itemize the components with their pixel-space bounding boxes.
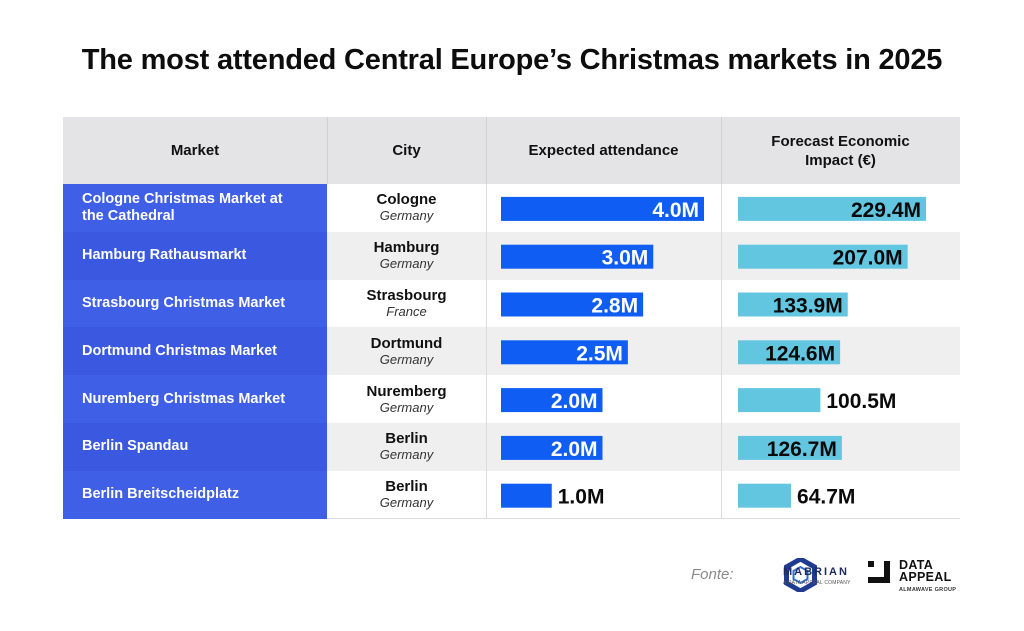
- market-name: Dortmund Christmas Market: [63, 327, 327, 376]
- impact-label: 229.4M: [851, 199, 921, 222]
- page-title: The most attended Central Europe’s Chris…: [81, 44, 943, 76]
- impact-bar: [738, 244, 908, 269]
- header-divider: [721, 117, 722, 184]
- city-cell: Berlin Germany: [327, 423, 486, 471]
- city-cell: Strasbourg France: [327, 280, 486, 328]
- attendance-bar: [501, 435, 603, 460]
- city-cell: Berlin Germany: [327, 471, 486, 519]
- country-name: Germany: [379, 447, 434, 463]
- attendance-label: 2.0M: [551, 390, 598, 413]
- table-row: Nuremberg Christmas Market Nuremberg Germa…: [63, 375, 960, 423]
- city-name: Cologne: [376, 191, 437, 209]
- city-name: Hamburg: [373, 239, 440, 257]
- market-name: Strasbourg Christmas Market: [63, 279, 327, 328]
- table-row: Berlin Breitscheidplatz Berlin Germany: [63, 470, 960, 519]
- country-name: Germany: [379, 208, 434, 224]
- market-name: Hamburg Rathausmarkt: [63, 231, 327, 280]
- impact-bar: [738, 340, 841, 365]
- header-market: Market: [63, 117, 327, 184]
- table-row: Strasbourg Christmas Market Strasbourg Fra…: [63, 279, 960, 328]
- data-appeal-logo-icon: [868, 561, 890, 583]
- attendance-bar: [501, 340, 628, 365]
- mabrian-logo-icon: [784, 558, 817, 592]
- header-city: City: [327, 117, 486, 184]
- market-name: Berlin Spandau: [63, 423, 327, 471]
- attendance-label: 3.0M: [602, 247, 649, 270]
- impact-bar: [738, 292, 848, 317]
- header-divider: [486, 117, 487, 184]
- bars-layer: 4.0M 3.0M 2.8M 2.5M 2.0M 2.0M 1.0M 229.4M 207.0M…: [501, 196, 926, 509]
- source-label: Fonte:: [691, 566, 734, 583]
- country-name: Germany: [379, 399, 434, 415]
- city-name: Nuremberg: [366, 382, 447, 400]
- attendance-bar: [501, 292, 644, 317]
- attendance-bar: [501, 196, 704, 221]
- row-background: [327, 375, 960, 423]
- impact-bar: [738, 388, 821, 413]
- country-name: Germany: [379, 495, 434, 511]
- city-name: Dortmund: [370, 334, 443, 352]
- row-background: [327, 470, 960, 519]
- impact-label: 207.0M: [833, 247, 903, 270]
- attendance-bar: [501, 388, 603, 413]
- city-cell: Cologne Germany: [327, 184, 486, 232]
- country-name: Germany: [379, 351, 434, 367]
- city-name: Berlin: [385, 430, 428, 448]
- attendance-bar: [501, 244, 654, 269]
- mabrian-logo-subtext: A DATA APPEAL COMPANY: [783, 580, 851, 586]
- market-name: Berlin Breitscheidplatz: [63, 470, 327, 519]
- table-row: Dortmund Christmas Market Dortmund Germany: [63, 327, 960, 376]
- column-divider: [721, 184, 722, 519]
- impact-label: 100.5M: [826, 390, 896, 413]
- markets-table: Market City Expected attendance Forecast…: [63, 117, 960, 519]
- table-row: Berlin Spandau Berlin Germany: [63, 423, 960, 471]
- attendance-label: 2.8M: [591, 295, 638, 318]
- country-name: Germany: [379, 256, 434, 272]
- city-name: Berlin: [385, 478, 428, 496]
- impact-bar: [738, 435, 842, 460]
- impact-label: 133.9M: [773, 295, 843, 318]
- header-economic-impact: Forecast Economic Impact (€): [721, 117, 960, 184]
- column-divider: [486, 184, 487, 519]
- mabrian-logo-text: MABRIAN: [783, 566, 849, 578]
- city-cell: Hamburg Germany: [327, 232, 486, 280]
- city-cell: Dortmund Germany: [327, 327, 486, 375]
- attendance-label: 2.5M: [576, 342, 623, 365]
- header-attendance: Expected attendance: [486, 117, 721, 184]
- attendance-label: 4.0M: [652, 199, 699, 222]
- data-appeal-logo-text-line2: APPEAL: [899, 570, 952, 584]
- impact-bar: [738, 196, 926, 221]
- city-cell: Nuremberg Germany: [327, 375, 486, 423]
- impact-label: 124.6M: [765, 342, 835, 365]
- market-name: Cologne Christmas Market at the Cathedra…: [63, 184, 327, 232]
- impact-label: 126.7M: [767, 438, 837, 461]
- row-background: [327, 327, 960, 376]
- data-appeal-logo-text-line1: DATA: [899, 558, 934, 572]
- row-background: [327, 423, 960, 471]
- attendance-label: 2.0M: [551, 438, 598, 461]
- row-background: [327, 279, 960, 328]
- country-name: France: [386, 303, 427, 319]
- market-name: Nuremberg Christmas Market: [63, 375, 327, 423]
- data-appeal-logo-subtext: ALMAWAVE GROUP: [899, 587, 957, 593]
- impact-bar: [738, 483, 792, 508]
- impact-label: 64.7M: [797, 486, 855, 509]
- table-bottom-line: [327, 518, 960, 519]
- city-name: Strasbourg: [366, 286, 447, 304]
- attendance-bar: [501, 483, 552, 508]
- header-divider: [327, 117, 328, 184]
- attendance-label: 1.0M: [558, 486, 605, 509]
